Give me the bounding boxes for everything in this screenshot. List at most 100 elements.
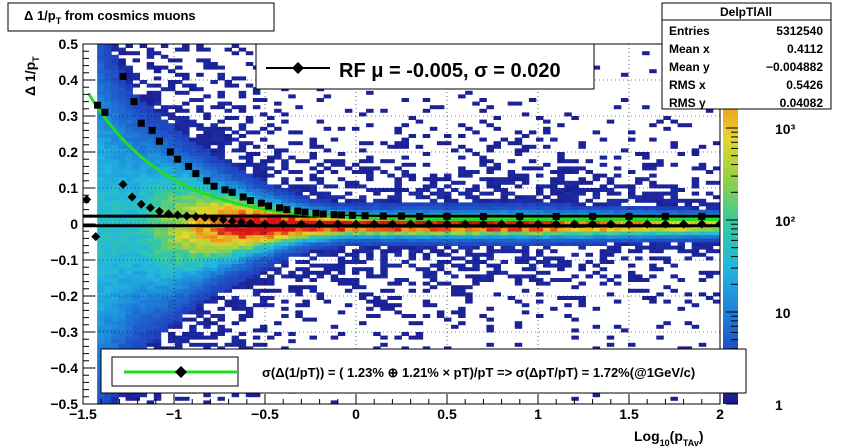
heatmap-cell <box>422 108 431 113</box>
heatmap-cell <box>705 206 714 210</box>
heatmap-cell <box>231 306 240 311</box>
heatmap-cell <box>267 198 275 203</box>
heatmap-cell <box>521 195 530 200</box>
heatmap-cell <box>111 274 119 279</box>
heatmap-cell <box>146 47 155 52</box>
heatmap-cell <box>139 231 148 236</box>
heatmap-cell <box>203 116 211 120</box>
heatmap-cell <box>118 62 126 66</box>
heatmap-cell <box>153 263 162 268</box>
heatmap-cell <box>224 159 233 164</box>
heatmap-cell <box>514 321 523 326</box>
heatmap-cell <box>175 170 183 174</box>
heatmap-cell <box>571 180 579 185</box>
heatmap-cell <box>146 62 155 66</box>
heatmap-cell <box>132 191 141 196</box>
heatmap-cell <box>196 270 204 275</box>
heatmap-cell <box>210 141 218 146</box>
heatmap-cell <box>521 220 530 225</box>
heatmap-cell <box>182 256 190 261</box>
heatmap-cell <box>359 159 367 164</box>
heatmap-cell <box>267 195 275 200</box>
heatmap-cell <box>132 346 141 351</box>
heatmap-cell <box>380 306 388 311</box>
heatmap-cell <box>578 245 586 250</box>
heatmap-cell <box>281 166 289 171</box>
heatmap-cell <box>571 231 579 236</box>
heatmap-cell <box>712 227 720 232</box>
heatmap-cell <box>203 324 211 329</box>
heatmap-cell <box>359 112 367 117</box>
heatmap-cell <box>125 346 133 351</box>
heatmap-cell <box>535 270 544 275</box>
heatmap-cell <box>167 116 176 120</box>
heatmap-cell <box>705 242 714 246</box>
heatmap-cell <box>302 238 310 243</box>
heatmap-cell <box>514 209 523 214</box>
heatmap-cell <box>316 263 325 268</box>
heatmap-cell <box>380 263 388 268</box>
heatmap-cell <box>175 281 183 286</box>
heatmap-cell <box>111 396 119 401</box>
heatmap-cell <box>649 267 657 272</box>
heatmap-cell <box>543 234 551 239</box>
heatmap-cell <box>189 296 197 300</box>
heatmap-cell <box>139 101 148 106</box>
heatmap-cell <box>521 288 530 293</box>
heatmap-cell <box>295 242 303 246</box>
heatmap-cell <box>373 238 381 243</box>
heatmap-cell <box>111 173 119 178</box>
heatmap-cell <box>557 227 565 232</box>
heatmap-cell <box>160 317 169 322</box>
heatmap-cell <box>408 281 417 286</box>
heatmap-cell <box>210 126 218 131</box>
heatmap-cell <box>620 328 629 333</box>
heatmap-cell <box>606 278 615 282</box>
heatmap-cell <box>111 101 119 106</box>
heatmap-cell <box>104 242 112 246</box>
heatmap-cell <box>578 303 586 308</box>
heatmap-cell <box>203 198 211 203</box>
heatmap-cell <box>528 238 537 243</box>
heatmap-cell <box>139 314 148 318</box>
heatmap-cell <box>231 234 240 239</box>
heatmap-cell <box>394 234 402 239</box>
heatmap-cell <box>203 263 211 268</box>
heatmap-cell <box>125 299 133 304</box>
heatmap-cell <box>507 141 516 146</box>
heatmap-cell <box>104 216 112 221</box>
heatmap-cell <box>210 281 218 286</box>
heatmap-cell <box>344 108 353 113</box>
heatmap-cell <box>323 198 332 203</box>
heatmap-cell <box>344 198 353 203</box>
heatmap-cell <box>167 346 176 351</box>
heatmap-cell <box>97 335 105 340</box>
heatmap-cell <box>486 242 494 246</box>
heatmap-cell <box>486 123 494 128</box>
heatmap-cell <box>167 245 176 250</box>
heatmap-cell <box>146 288 155 293</box>
xlabel-c: (p <box>670 428 683 444</box>
heatmap-cell <box>217 65 225 70</box>
heatmap-cell <box>153 126 162 131</box>
heatmap-cell <box>281 231 289 236</box>
heatmap-cell <box>153 234 162 239</box>
heatmap-cell <box>642 177 650 182</box>
heatmap-cell <box>585 206 593 210</box>
heatmap-cell <box>274 184 282 189</box>
heatmap-cell <box>578 242 586 246</box>
heatmap-cell <box>472 281 480 286</box>
heatmap-cell <box>380 206 388 210</box>
heatmap-cell <box>196 87 204 92</box>
heatmap-cell <box>627 288 636 293</box>
heatmap-cell <box>245 346 254 351</box>
heatmap-cell <box>182 396 190 401</box>
heatmap-cell <box>104 198 112 203</box>
heatmap-cell <box>160 324 169 329</box>
heatmap-cell <box>175 263 183 268</box>
heatmap-cell <box>373 242 381 246</box>
heatmap-cell <box>698 342 707 347</box>
heatmap-cell <box>196 303 204 308</box>
heatmap-cell <box>649 227 657 232</box>
heatmap-cell <box>507 170 516 174</box>
